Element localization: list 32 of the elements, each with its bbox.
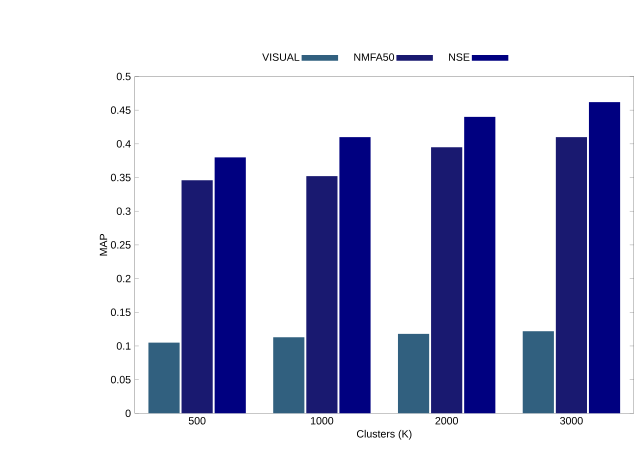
bar xyxy=(464,116,496,414)
bar xyxy=(556,137,588,414)
y-tick-label: 0.2 xyxy=(116,274,131,282)
y-tick-label: 0.35 xyxy=(110,174,131,182)
y-tick-label: 0.3 xyxy=(116,207,131,215)
x-tick-label: 500 xyxy=(188,417,206,424)
legend-label: VISUAL xyxy=(262,53,300,61)
x-tick-label: 1000 xyxy=(310,417,334,424)
bar xyxy=(522,331,554,414)
legend-label: NMFA50 xyxy=(354,53,394,61)
bar xyxy=(431,147,462,414)
y-tick-label: 0.1 xyxy=(116,342,131,350)
bar xyxy=(214,157,246,414)
y-tick-label: 0.4 xyxy=(116,140,131,148)
x-axis-title: Clusters (K) xyxy=(356,430,412,440)
bar xyxy=(306,176,338,414)
bar xyxy=(588,102,620,414)
bar xyxy=(398,334,430,414)
x-tick-label: 2000 xyxy=(435,417,458,424)
y-tick-label: 0.05 xyxy=(110,376,131,384)
legend-label: NSE xyxy=(449,53,470,61)
y-tick-label: 0.45 xyxy=(110,106,131,114)
y-tick-label: 0.5 xyxy=(116,72,131,80)
y-tick-label: 0 xyxy=(126,410,131,418)
y-tick-label: 0.25 xyxy=(110,241,131,249)
bar xyxy=(148,342,180,414)
bar xyxy=(182,180,213,414)
y-axis-title: MAP xyxy=(100,234,108,256)
bar xyxy=(273,337,304,414)
x-tick-label: 3000 xyxy=(560,417,583,424)
bar xyxy=(339,137,371,414)
y-tick-label: 0.15 xyxy=(110,308,131,316)
